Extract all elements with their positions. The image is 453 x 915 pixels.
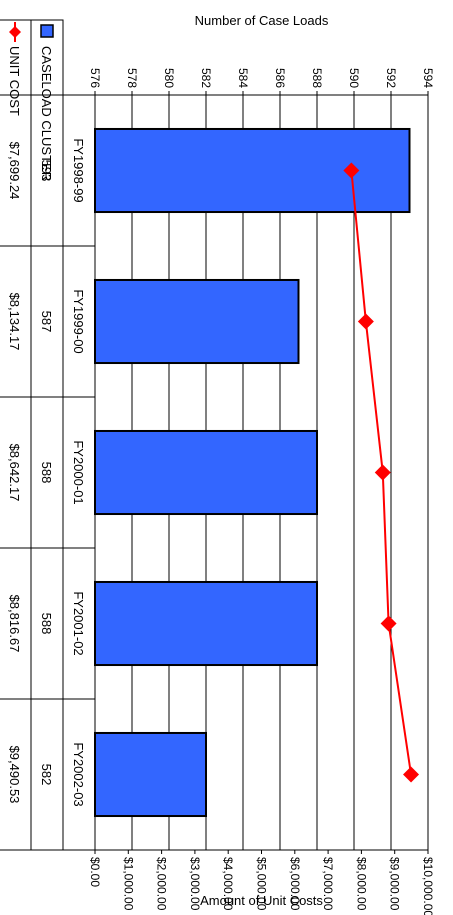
- secondary-tick-label: $2,000.00: [155, 857, 169, 911]
- x-tick-label: FY2001-02: [71, 591, 86, 655]
- data-label: 582: [39, 764, 54, 786]
- x-tick-label: FY1998-99: [71, 138, 86, 202]
- y-tick-label: 590: [347, 68, 361, 88]
- secondary-tick-label: $8,000.00: [354, 857, 368, 911]
- y-tick-label: 594: [421, 68, 435, 88]
- secondary-tick-label: $10,000.00: [421, 857, 435, 915]
- data-table: FY1998-99 FY1999-00 FY2000-01 FY2001-02 FY20…: [0, 19, 95, 851]
- secondary-tick-label: $3,000.00: [188, 857, 202, 911]
- data-label: $7,699.24: [7, 142, 22, 200]
- bar-series: [94, 127, 411, 818]
- data-label: 587: [39, 311, 54, 333]
- data-label: $8,642.17: [7, 444, 22, 502]
- legend-label-caseload: CASELOAD CLUSTER: [39, 46, 54, 181]
- axes: 576 578 580 582 584 586 588 590 592 594 $0.00 $1,00…: [88, 68, 435, 915]
- x-tick-label: FY2002-03: [71, 742, 86, 806]
- y-tick-label: 586: [273, 68, 287, 88]
- secondary-tick-label: $5,000.00: [255, 857, 269, 911]
- line-point: [403, 766, 420, 783]
- bar: [94, 580, 318, 667]
- data-label: $9,490.53: [7, 746, 22, 804]
- bar: [94, 731, 207, 818]
- bar: [94, 278, 300, 365]
- bar: [94, 429, 318, 516]
- line-series: [343, 162, 420, 783]
- secondary-tick-label: $9,000.00: [388, 857, 402, 911]
- secondary-tick-label: $1,000.00: [121, 857, 135, 911]
- y-tick-label: 582: [199, 68, 213, 88]
- secondary-tick-label: $4,000.00: [221, 857, 235, 911]
- legend-swatch-caseload: [40, 24, 54, 38]
- secondary-axis-title: Amount of Unit Costs: [200, 893, 323, 908]
- y-tick-label: 576: [88, 68, 102, 88]
- x-tick-label: FY1999-00: [71, 289, 86, 353]
- y-tick-label: 584: [236, 68, 250, 88]
- line-point: [374, 464, 391, 481]
- bar: [94, 127, 411, 214]
- rotated-chart-group: 576 578 580 582 584 586 588 590 592 594 $0.00 $1,00…: [0, 13, 435, 915]
- y-axis-title: Number of Case Loads: [195, 13, 329, 28]
- data-label: $8,816.67: [7, 595, 22, 653]
- secondary-tick-label: $6,000.00: [288, 857, 302, 911]
- data-label: 593: [39, 160, 54, 182]
- legend-marker-unit-cost: [9, 26, 21, 38]
- line-point: [380, 615, 397, 632]
- data-label: $8,134.17: [7, 293, 22, 351]
- y-tick-label: 588: [310, 68, 324, 88]
- legend-label-unit-cost: UNIT COST: [7, 46, 22, 116]
- y-tick-label: 592: [384, 68, 398, 88]
- data-label: 588: [39, 462, 54, 484]
- y-tick-label: 578: [125, 68, 139, 88]
- y-tick-label: 580: [162, 68, 176, 88]
- secondary-tick-label: $7,000.00: [321, 857, 335, 911]
- secondary-tick-label: $0.00: [88, 857, 102, 887]
- x-tick-label: FY2000-01: [71, 440, 86, 504]
- data-label: 588: [39, 613, 54, 635]
- line-point: [357, 313, 374, 330]
